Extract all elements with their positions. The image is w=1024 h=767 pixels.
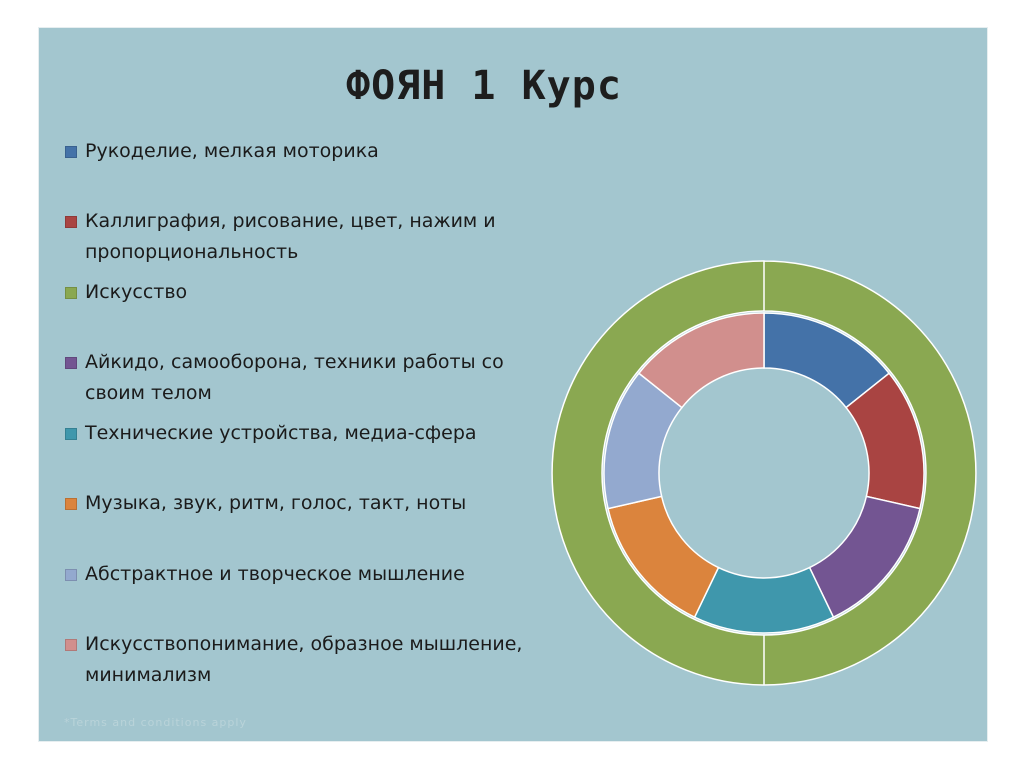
legend-item: Айкидо, самооборона, техники работы со с…: [65, 347, 555, 409]
legend-item: Технические устройства, медиа-сфера: [65, 418, 555, 449]
legend-label: Искусство: [85, 281, 188, 303]
legend-label: Технические устройства, медиа-сфера: [85, 422, 477, 444]
inner-slice: [637, 312, 765, 409]
legend-swatch: [65, 498, 77, 510]
legend-swatch: [65, 287, 77, 299]
legend-item: Каллиграфия, рисование, цвет, нажим и пр…: [65, 206, 555, 268]
legend-label: Айкидо, самооборона, техники работы со с…: [85, 351, 504, 404]
legend-item: Искусствопонимание, образное мышление, м…: [65, 629, 555, 691]
legend-swatch: [65, 428, 77, 440]
legend-swatch: [65, 569, 77, 581]
legend-item: Искусство: [65, 277, 555, 308]
legend-item: Абстрактное и творческое мышление: [65, 559, 555, 590]
legend-swatch: [65, 146, 77, 158]
slide: ФОЯН 1 Курс Рукоделие, мелкая моторика К…: [38, 27, 988, 742]
legend-item: Музыка, звук, ритм, голос, такт, ноты: [65, 488, 555, 519]
legend-label: Музыка, звук, ритм, голос, такт, ноты: [85, 492, 467, 514]
inner-slice: [693, 566, 835, 634]
slide-title: ФОЯН 1 Курс: [346, 63, 622, 109]
legend-swatch: [65, 216, 77, 228]
legend-label: Абстрактное и творческое мышление: [85, 563, 465, 585]
footnote: *Terms and conditions apply: [64, 716, 247, 729]
doughnut-chart: [551, 260, 977, 686]
legend-label: Каллиграфия, рисование, цвет, нажим и пр…: [85, 210, 496, 263]
legend-label: Рукоделие, мелкая моторика: [85, 140, 379, 162]
legend-label: Искусствопонимание, образное мышление, м…: [85, 633, 523, 686]
legend-swatch: [65, 639, 77, 651]
legend-swatch: [65, 357, 77, 369]
legend-item: Рукоделие, мелкая моторика: [65, 136, 555, 167]
outer-slice: [551, 260, 977, 686]
